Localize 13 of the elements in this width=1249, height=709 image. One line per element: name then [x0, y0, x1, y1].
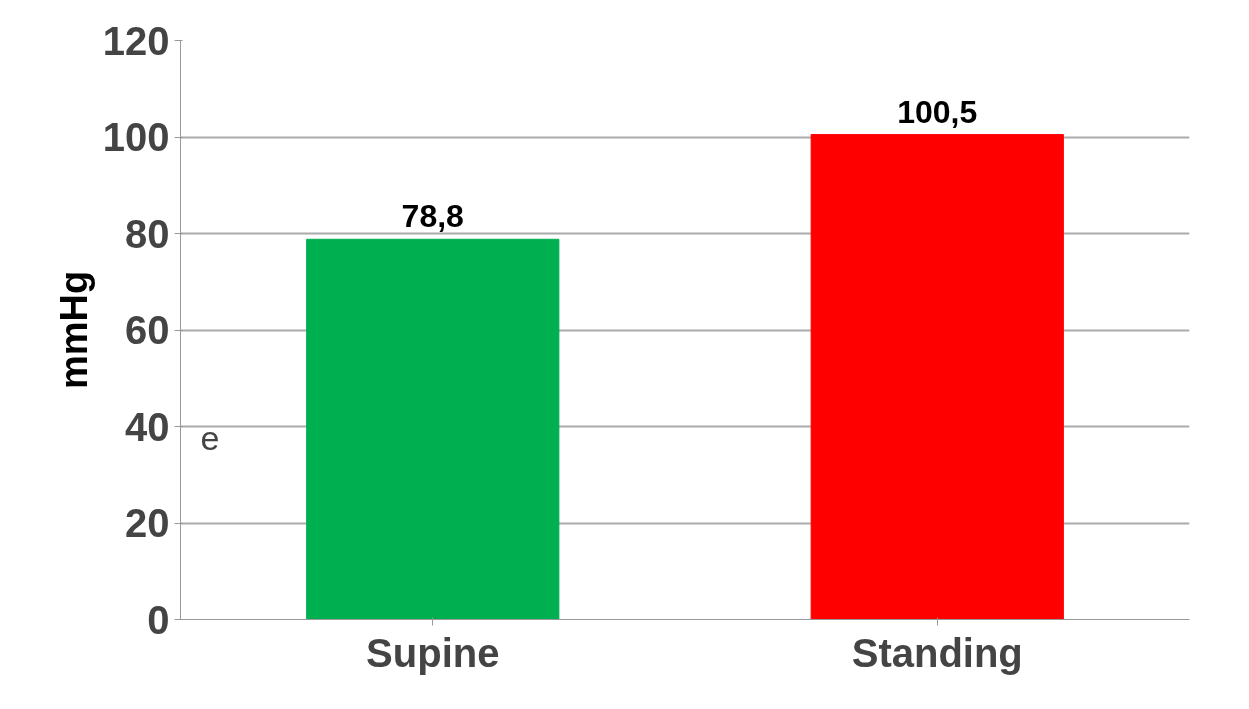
- y-axis-title: mmHg: [52, 270, 95, 390]
- y-tick-label: 60: [125, 308, 170, 352]
- data-label: 100,5: [897, 93, 978, 130]
- annotation: e: [200, 418, 220, 457]
- x-tick-label: Standing: [851, 630, 1023, 675]
- y-tick-label: 120: [102, 18, 170, 63]
- y-tick-label: 80: [125, 211, 170, 256]
- y-tick-label: 40: [125, 404, 170, 449]
- y-tick-label: 0: [147, 597, 170, 642]
- x-tick-label: Supine: [366, 630, 500, 675]
- y-tick-label: 100: [102, 115, 170, 159]
- y-tick-label: 20: [125, 501, 170, 545]
- data-label: 78,8: [401, 198, 464, 235]
